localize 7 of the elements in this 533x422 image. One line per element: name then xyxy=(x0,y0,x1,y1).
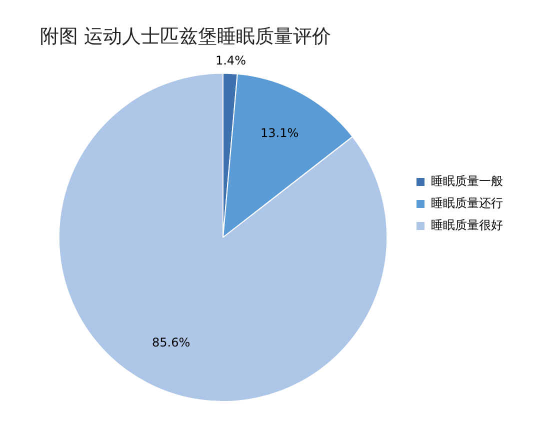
legend-label: 睡眠质量还行 xyxy=(431,196,503,210)
data-label: 13.1% xyxy=(260,126,299,140)
data-label: 85.6% xyxy=(152,336,190,350)
legend-label: 睡眠质量一般 xyxy=(431,174,503,188)
chart-title: 附图 运动人士匹兹堡睡眠质量评价 xyxy=(40,25,332,48)
legend-label: 睡眠质量很好 xyxy=(431,218,503,232)
data-label: 1.4% xyxy=(215,54,246,68)
